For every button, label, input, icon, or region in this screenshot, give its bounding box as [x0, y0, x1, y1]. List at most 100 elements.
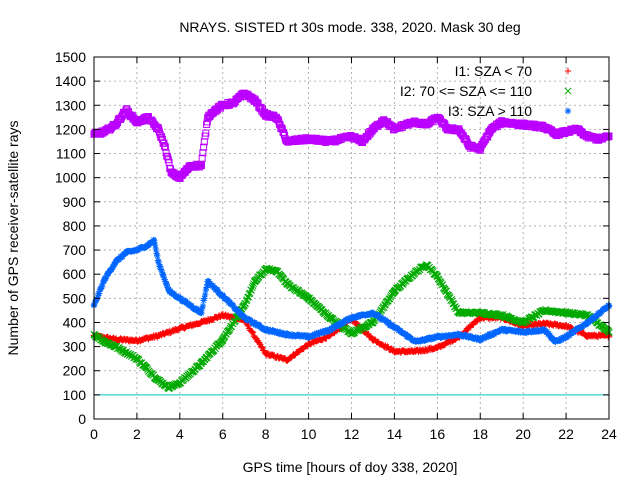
x-axis-label: GPS time [hours of doy 338, 2020]: [243, 459, 458, 475]
data-point: [563, 334, 571, 341]
data-point: [245, 322, 252, 330]
data-point: [153, 250, 160, 257]
data-point: [198, 305, 206, 312]
y-tick-label: 600: [63, 266, 87, 282]
data-point: [229, 302, 237, 309]
y-tick-label: 1100: [56, 146, 86, 162]
data-point: [145, 241, 153, 249]
data-point: [152, 245, 159, 253]
data-point: [154, 252, 161, 260]
y-tick-label: 1500: [55, 49, 86, 65]
data-point: [278, 124, 286, 132]
data-point: [151, 239, 158, 246]
data-point: [331, 325, 338, 332]
x-tick-label: 14: [387, 426, 403, 442]
data-point: [448, 296, 456, 304]
data-point: [200, 143, 208, 151]
data-point: [102, 275, 109, 282]
data-point: [188, 302, 196, 310]
x-tick-label: 22: [558, 426, 574, 442]
data-point: [198, 154, 206, 162]
data-point: [93, 295, 101, 303]
data-point: [161, 276, 168, 283]
data-point: [95, 290, 103, 297]
data-point: [604, 133, 612, 141]
x-tick-label: 10: [301, 426, 317, 442]
ticks: 0 2 4 6 8 10 12 14 16 18 20 22 240100200300400500600…: [55, 49, 617, 442]
data-point: [257, 343, 265, 350]
data-point: [109, 263, 117, 270]
data-point: [203, 284, 210, 291]
data-point: [249, 329, 257, 336]
data-point: [198, 309, 205, 317]
data-point: [604, 327, 612, 335]
plot-area: [90, 89, 613, 396]
data-point: [149, 238, 157, 245]
x-tick-label: 18: [472, 426, 488, 442]
data-point: [248, 328, 256, 335]
data-point: [258, 344, 265, 351]
y-axis-label: Number of GPS receiver-satellite rays: [5, 121, 21, 356]
data-point: [203, 354, 211, 362]
series-2: [90, 260, 613, 393]
data-point: [94, 293, 101, 301]
data-point: [155, 258, 162, 266]
y-tick-label: 700: [63, 242, 87, 258]
data-point: [177, 294, 185, 302]
data-point: [235, 307, 243, 315]
data-point: [434, 272, 442, 280]
data-point: [108, 266, 115, 273]
chart-title: NRAYS. SISTED rt 30s mode. 338, 2020. Ma…: [179, 19, 520, 35]
data-point: [97, 285, 104, 293]
data-point: [158, 136, 166, 144]
x-tick-label: 0: [90, 426, 98, 442]
data-point: [159, 271, 167, 278]
data-point: [91, 299, 98, 307]
data-point: [248, 283, 256, 292]
data-point: [230, 303, 237, 310]
x-tick-label: 4: [176, 426, 184, 442]
y-tick-label: 1300: [55, 97, 86, 113]
y-tick-label: 900: [63, 194, 87, 210]
data-point: [143, 364, 151, 372]
y-tick-label: 400: [63, 314, 87, 330]
data-point: [260, 347, 268, 354]
data-point: [115, 256, 123, 264]
x-tick-label: 12: [344, 426, 360, 442]
data-point: [162, 278, 169, 285]
x-tick-label: 2: [133, 426, 141, 442]
data-point: [250, 280, 258, 288]
legend-marker: [564, 107, 572, 115]
y-tick-label: 0: [78, 411, 86, 427]
data-point: [98, 283, 106, 290]
legend-marker: [564, 67, 572, 75]
legend-label: I1: SZA < 70: [455, 63, 533, 79]
data-point: [199, 302, 207, 310]
x-tick-label: 8: [262, 426, 270, 442]
series-3: [90, 236, 613, 345]
data-point: [154, 123, 162, 131]
data-point: [242, 300, 250, 308]
y-tick-label: 800: [63, 218, 87, 234]
data-point: [200, 297, 207, 304]
data-point: [197, 161, 205, 169]
data-point: [604, 303, 611, 311]
data-point: [484, 331, 491, 339]
data-point: [264, 326, 271, 333]
data-point: [276, 328, 284, 336]
data-point: [570, 329, 577, 336]
data-point: [367, 333, 374, 340]
data-point: [151, 241, 159, 249]
data-point: [105, 269, 112, 277]
y-tick-label: 100: [63, 387, 87, 403]
series-4: [90, 89, 613, 182]
data-point: [378, 304, 386, 312]
x-tick-label: 20: [515, 426, 531, 442]
data-point: [201, 295, 208, 302]
data-point: [270, 327, 277, 334]
data-point: [214, 286, 221, 294]
legend-label: I3: SZA > 110: [448, 103, 532, 119]
data-point: [201, 291, 209, 299]
data-point: [196, 162, 204, 170]
